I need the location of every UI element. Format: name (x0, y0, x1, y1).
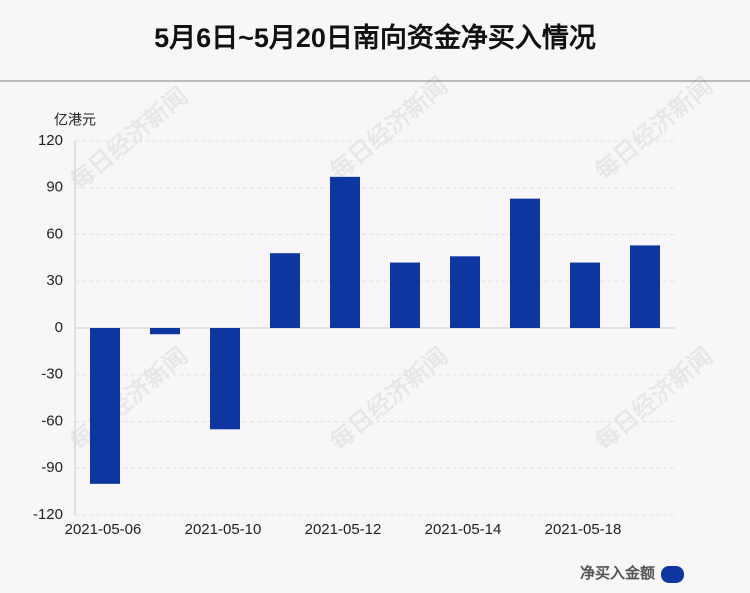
x-tick-label: 2021-05-06 (65, 521, 142, 538)
y-tick-label: -120 (33, 506, 63, 523)
y-tick-label: 90 (46, 179, 63, 196)
legend-label: 净买入金额 (580, 564, 655, 582)
y-tick-label: 120 (38, 132, 63, 149)
y-tick-label: -60 (41, 412, 63, 429)
x-tick-label: 2021-05-12 (305, 521, 382, 538)
x-tick-label: 2021-05-14 (425, 521, 502, 538)
x-tick-label: 2021-05-10 (185, 521, 262, 538)
bar (630, 245, 660, 328)
bar (150, 328, 180, 335)
bar (330, 176, 360, 328)
y-axis-label: 亿港元 (54, 112, 96, 128)
bar (90, 328, 120, 484)
bar (270, 253, 300, 328)
bar (390, 262, 420, 328)
y-tick-label: 0 (55, 319, 63, 336)
bar (450, 256, 480, 328)
legend-swatch (661, 566, 684, 583)
bar (210, 328, 240, 430)
bar (570, 262, 600, 328)
bar (510, 198, 540, 328)
y-tick-label: -90 (41, 459, 63, 476)
y-tick-label: 60 (46, 225, 63, 242)
y-tick-label: 30 (46, 272, 63, 289)
y-tick-label: -30 (41, 366, 63, 383)
x-tick-label: 2021-05-18 (545, 521, 622, 538)
chart-title: 5月6日~5月20日南向资金净买入情况 (154, 22, 596, 53)
